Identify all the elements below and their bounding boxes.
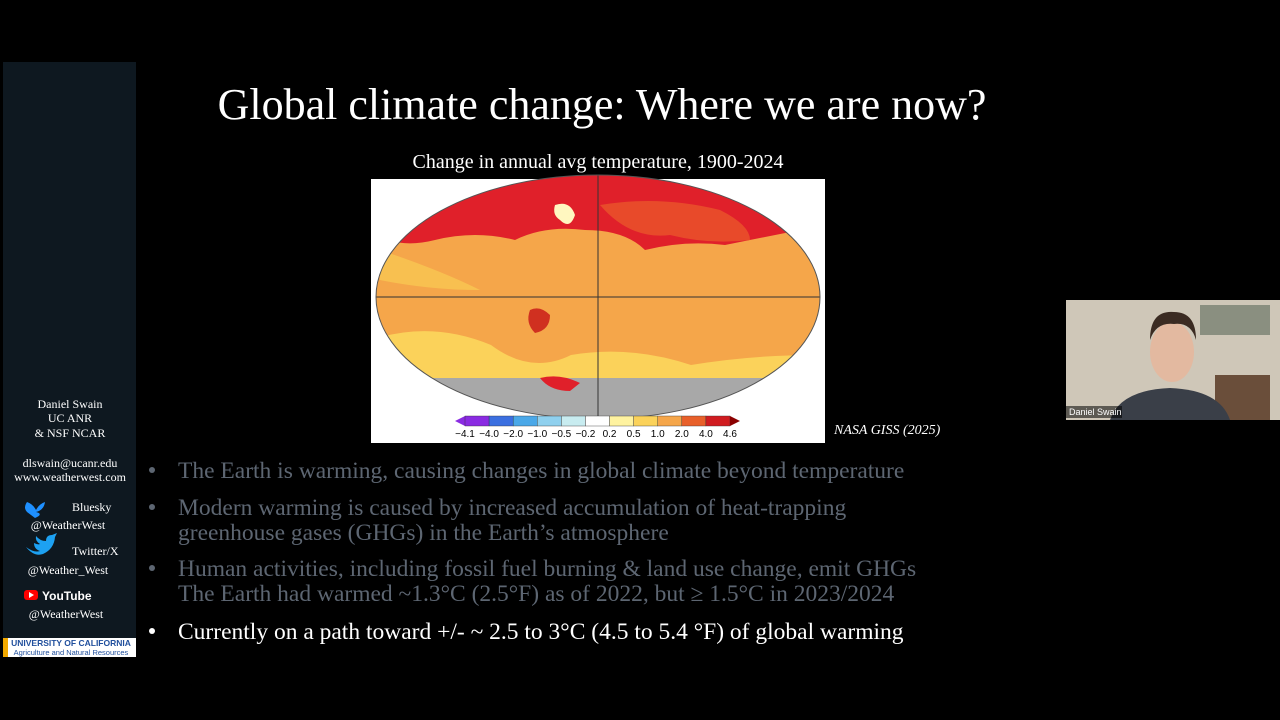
bullet-text: Modern warming is caused by increased ac… (178, 495, 846, 521)
colorbar-segment (464, 415, 490, 427)
platform: Bluesky (72, 500, 111, 514)
bullet-dot (149, 628, 155, 634)
colorbar-segment (609, 415, 634, 427)
colorbar: −4.1 −4.0 −2.0 −1.0 −0.5 −0.2 0.2 0.5 1.0 2.0 4.0 4… (455, 415, 740, 440)
presenter: & NSF NCAR (35, 426, 106, 440)
colorbar-end (455, 416, 465, 426)
colorbar-label: −4.0 (479, 429, 499, 440)
uc-logo-bar (3, 638, 8, 657)
speaker-hair (1150, 311, 1196, 340)
handle: @WeatherWest (29, 607, 104, 621)
twitter-icon (26, 533, 57, 555)
uc-logo (3, 638, 136, 657)
colorbar-segment (488, 415, 514, 427)
bullet-text: Currently on a path toward +/- ~ 2.5 to … (178, 619, 904, 645)
colorbar-label: 4.0 (699, 429, 713, 440)
contact: www.weatherwest.com (14, 470, 127, 484)
colorbar-end (730, 416, 740, 426)
colorbar-segment (633, 415, 658, 427)
colorbar-segment (705, 415, 731, 427)
slide-title: Global climate change: Where we are now? (218, 80, 987, 129)
colorbar-segment (512, 415, 538, 427)
bullet-text: Human activities, including fossil fuel … (178, 556, 916, 582)
sidebar-text: Daniel Swain UC ANR & NSF NCAR dlswain@u… (14, 397, 127, 621)
colorbar-label: −4.1 (455, 429, 475, 440)
colorbar-segment (561, 415, 586, 427)
presenter: Daniel Swain (38, 397, 103, 411)
bullet-dot (149, 467, 155, 473)
name-tag (1066, 406, 1122, 418)
bullet-list: The Earth is warming, causing changes in… (149, 458, 916, 645)
colorbar-label: −2.0 (503, 429, 523, 440)
colorbar-label: 2.0 (675, 429, 689, 440)
colorbar-label: −0.2 (576, 429, 596, 440)
colorbar-label: 1.0 (651, 429, 665, 440)
contact: dlswain@ucanr.edu (23, 456, 118, 470)
colorbar-label: −1.0 (527, 429, 547, 440)
source-credit: NASA GISS (2025) (833, 423, 941, 438)
colorbar-segment (657, 415, 683, 427)
map-title: Change in annual avg temperature, 1900-2… (413, 151, 784, 173)
presenter: UC ANR (48, 411, 92, 425)
colorbar-segment (537, 415, 562, 427)
sidebar (3, 62, 136, 657)
colorbar-label: 0.5 (627, 429, 641, 440)
bullet-dot (149, 565, 155, 571)
bluesky-icon (25, 502, 45, 518)
colorbar-segment (681, 415, 707, 427)
colorbar-label: 4.6 (723, 429, 737, 440)
colorbar-label: −0.5 (551, 429, 571, 440)
colorbar-label: 0.2 (603, 429, 617, 440)
youtube-play (29, 592, 34, 598)
speaker-name: Daniel Swain (1069, 407, 1122, 417)
wall-art (1200, 305, 1270, 335)
bullet-text: The Earth had warmed ~1.3°C (2.5°F) as o… (178, 581, 895, 607)
handle: @Weather_West (28, 563, 109, 577)
platform: YouTube (42, 589, 92, 603)
handle: @WeatherWest (31, 518, 106, 532)
logo-text: Agriculture and Natural Resources (14, 648, 129, 657)
speaker-face (1150, 322, 1194, 382)
platform: Twitter/X (72, 544, 119, 558)
speaker-body (1110, 388, 1230, 420)
logo-text: UNIVERSITY OF CALIFORNIA (11, 638, 131, 648)
bullet-text: greenhouse gases (GHGs) in the Earth’s a… (178, 520, 669, 546)
bullet-dot (149, 504, 155, 510)
bullet-text: The Earth is warming, causing changes in… (178, 458, 904, 484)
colorbar-segment (585, 415, 610, 427)
